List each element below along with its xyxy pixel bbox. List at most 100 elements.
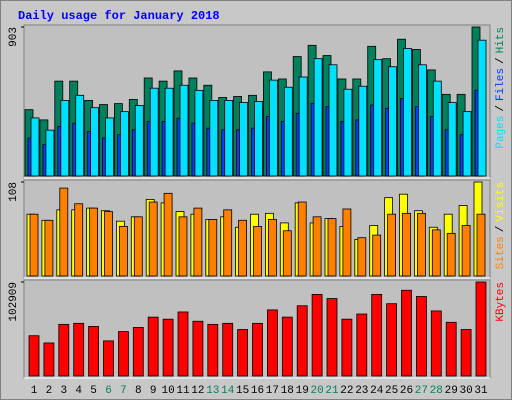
x-tick-label: 21 (325, 385, 339, 397)
bar (74, 203, 84, 277)
x-tick-label: 31 (474, 385, 488, 397)
bar (432, 80, 442, 177)
bar (445, 321, 457, 377)
bar (266, 309, 278, 377)
bar (45, 129, 55, 177)
x-tick-label: 10 (161, 385, 174, 397)
bar (430, 310, 442, 377)
bar (373, 59, 383, 177)
x-tick-label: 25 (385, 385, 398, 397)
x-tick-label: 30 (459, 385, 472, 397)
x-tick-label: 16 (251, 385, 264, 397)
bar (386, 303, 398, 377)
y-tick-label: 108 (8, 182, 20, 202)
bar (133, 216, 143, 277)
bar (343, 88, 353, 177)
bar (253, 225, 262, 277)
bar (358, 85, 368, 177)
bar (223, 209, 233, 277)
bar (209, 100, 219, 177)
legend: KBytes (495, 282, 507, 322)
legend-entry: Files (495, 68, 507, 101)
bar (326, 298, 338, 377)
x-tick-label: 20 (310, 385, 323, 397)
bar (163, 192, 173, 277)
bar (162, 318, 174, 377)
bar (192, 320, 204, 377)
bar (283, 86, 293, 177)
x-tick-label: 6 (105, 385, 112, 397)
x-tick-label: 5 (90, 385, 97, 397)
x-tick-label: 17 (266, 385, 279, 397)
bar (281, 316, 293, 377)
x-tick-label: 1 (31, 385, 38, 397)
x-tick-label: 28 (430, 385, 443, 397)
bar (105, 117, 114, 177)
bar (371, 293, 383, 377)
bar (312, 216, 322, 277)
bar (372, 234, 382, 277)
bar (327, 218, 337, 277)
bar (311, 293, 323, 377)
bar (90, 107, 99, 177)
bar (282, 230, 292, 277)
x-tick-label: 18 (281, 385, 294, 397)
bar (477, 39, 487, 177)
x-tick-label: 12 (191, 385, 204, 397)
bar (224, 100, 234, 177)
x-tick-label: 7 (120, 385, 127, 397)
x-tick-label: 29 (445, 385, 458, 397)
bar (447, 102, 457, 177)
x-tick-label: 3 (60, 385, 67, 397)
bar (75, 94, 85, 177)
x-tick-label: 9 (150, 385, 157, 397)
legend-separator: / (495, 226, 507, 233)
bar (460, 329, 472, 377)
bar (416, 212, 426, 277)
y-tick-label: 102909 (8, 282, 20, 322)
x-tick-label: 14 (221, 385, 235, 397)
x-tick-label: 13 (206, 385, 219, 397)
bar (120, 111, 129, 177)
chart-title: Daily usage for January 2018 (18, 9, 220, 23)
bar (164, 87, 174, 177)
x-tick-label: 11 (176, 385, 190, 397)
legend-entry: KBytes (495, 282, 507, 322)
bar (475, 281, 487, 377)
bar (147, 316, 159, 377)
bar (134, 105, 144, 177)
bar (132, 327, 144, 377)
bar (149, 87, 159, 177)
bar (237, 329, 249, 377)
bar (194, 89, 204, 177)
bar (28, 335, 40, 377)
bar (178, 216, 188, 277)
bar (446, 232, 456, 277)
bar (298, 76, 308, 177)
bar (193, 207, 203, 277)
legend-separator: / (495, 57, 507, 64)
bar (208, 219, 218, 277)
bar (239, 102, 249, 177)
bar (73, 322, 85, 377)
bar (44, 219, 54, 277)
x-tick-label: 4 (75, 385, 82, 397)
bar (179, 84, 189, 177)
bar (431, 229, 441, 277)
bar (387, 213, 397, 277)
bar (328, 64, 338, 177)
x-tick-label: 26 (400, 385, 413, 397)
legend-separator: / (495, 105, 507, 112)
legend-entry: Sites (495, 236, 507, 269)
bar (401, 289, 412, 377)
bar (415, 296, 427, 377)
bar (58, 323, 70, 377)
bar (88, 326, 99, 377)
x-tick-label: 24 (370, 385, 384, 397)
x-tick-label: 19 (296, 385, 309, 397)
bar (104, 211, 113, 277)
bar (254, 101, 263, 177)
legend: Sites / Visits (495, 182, 507, 269)
bar (60, 100, 70, 177)
